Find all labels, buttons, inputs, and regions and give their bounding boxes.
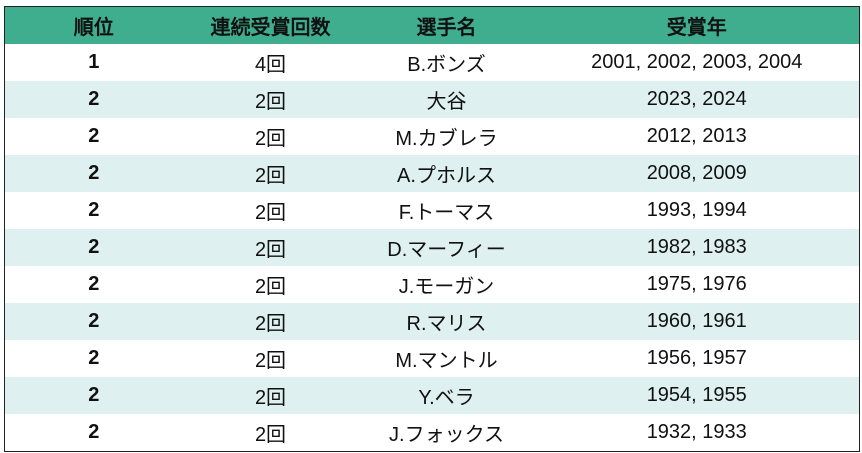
table-cell: 1 <box>88 51 100 73</box>
table-cell: 2回 <box>182 377 359 414</box>
table-row: 2 2回 Y.ベラ 1954, 1955 <box>4 377 860 414</box>
table-cell: 2 <box>4 377 183 414</box>
table-cell: M.マントル <box>395 350 498 372</box>
table-cell: 2 <box>88 273 100 295</box>
table-cell: 2回 <box>182 81 359 118</box>
table-cell: 1932, 1933 <box>646 421 747 443</box>
table-cell: 1956, 1957 <box>646 347 747 369</box>
table-cell: 2012, 2013 <box>646 125 747 147</box>
table-cell: 2回 <box>182 303 359 340</box>
table-cell: 2回 <box>254 128 287 150</box>
header-cell: 選手名 <box>358 6 535 44</box>
header-cell: 順位 <box>4 6 183 44</box>
table-body: 1 4回 B.ボンズ 2001, 2002, 2003, 2004 2 2回 大谷 2023,… <box>4 44 860 452</box>
table-row: 2 2回 M.カブレラ 2012, 2013 <box>5 118 860 155</box>
table-cell: 1993, 1994 <box>646 199 747 221</box>
table-cell: 2 <box>4 303 183 340</box>
table-cell: 2回 <box>182 229 359 266</box>
table-cell: F.トーマス <box>398 202 495 224</box>
table-cell: 2回 <box>254 276 287 298</box>
table-cell: 2回 <box>254 350 287 372</box>
table-cell: 2008, 2009 <box>534 155 860 192</box>
table-cell: B.ボンズ <box>407 54 486 76</box>
table-cell: 1982, 1983 <box>534 229 860 266</box>
table-header: 順位 連続受賞回数 選手名 受賞年 <box>4 6 860 44</box>
header-cell: 連続受賞回数 <box>182 6 359 44</box>
table-cell: 2 <box>88 347 100 369</box>
table-cell: 2回 <box>182 155 359 192</box>
table-row: 2 2回 M.マントル 1956, 1957 <box>5 340 860 377</box>
table-cell: 大谷 <box>358 81 535 118</box>
table-cell: M.カブレラ <box>395 128 498 150</box>
ranking-table: 順位 連続受賞回数 選手名 受賞年 1 4回 B.ボンズ 2001, 2002, 20… <box>4 6 860 452</box>
table-row: 2 2回 大谷 2023, 2024 <box>4 81 860 118</box>
table-cell: 2001, 2002, 2003, 2004 <box>591 51 803 73</box>
table-row: 2 2回 A.プホルス 2008, 2009 <box>4 155 860 192</box>
table-cell: 1960, 1961 <box>534 303 860 340</box>
table-row: 2 2回 J.フォックス 1932, 1933 <box>5 414 860 452</box>
table-cell: D.マーフィー <box>358 229 535 266</box>
header-row: 順位 連続受賞回数 選手名 受賞年 <box>4 6 860 44</box>
table-cell: 1975, 1976 <box>646 273 747 295</box>
table-cell: A.プホルス <box>358 155 535 192</box>
table-cell: 2 <box>4 81 183 118</box>
table-cell: 2 <box>88 421 100 443</box>
table-cell: Y.ベラ <box>358 377 535 414</box>
table-cell: J.モーガン <box>398 276 495 298</box>
table-cell: 4回 <box>254 54 287 76</box>
table-row: 2 2回 R.マリス 1960, 1961 <box>4 303 860 340</box>
table-cell: J.フォックス <box>389 424 504 446</box>
table-cell: 2 <box>4 155 183 192</box>
header-cell: 受賞年 <box>534 6 860 44</box>
table-cell: 2023, 2024 <box>534 81 860 118</box>
table-cell: 1954, 1955 <box>534 377 860 414</box>
table-row: 2 2回 F.トーマス 1993, 1994 <box>5 192 860 229</box>
table-row: 2 2回 D.マーフィー 1982, 1983 <box>4 229 860 266</box>
table-cell: 2 <box>88 199 100 221</box>
table-cell: 2回 <box>254 424 287 446</box>
table-cell: 2 <box>4 229 183 266</box>
table-cell: R.マリス <box>358 303 535 340</box>
table-cell: 2回 <box>254 202 287 224</box>
table-cell: 2 <box>88 125 100 147</box>
table-row: 2 2回 J.モーガン 1975, 1976 <box>5 266 860 303</box>
table-row: 1 4回 B.ボンズ 2001, 2002, 2003, 2004 <box>5 44 860 81</box>
